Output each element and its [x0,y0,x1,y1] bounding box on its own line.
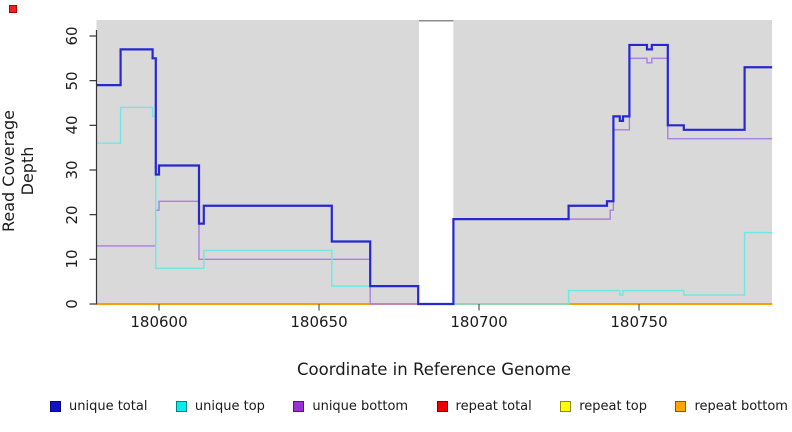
legend-item-unique-bottom: unique bottom [293,399,408,414]
y-tick-label: 10 [63,249,81,269]
legend-swatch-icon [560,401,572,412]
coverage-gap-band [419,20,454,304]
red-square-marker [9,5,17,13]
legend-label: repeat bottom [694,399,788,414]
y-tick-label: 50 [63,71,81,91]
legend-item-unique-top: unique top [175,399,265,414]
legend-swatch-icon [675,401,687,412]
legend-label: unique bottom [312,399,409,414]
legend: unique total unique top unique bottom repea… [50,399,788,414]
legend-swatch-icon [50,401,61,412]
x-tick-label: 180600 [130,313,188,331]
y-tick-label: 30 [63,160,81,180]
legend-swatch-icon [293,401,305,412]
y-axis-label: Read Coverage Depth [0,110,37,232]
x-tick-label: 180700 [450,313,508,331]
x-axis-label: Coordinate in Reference Genome [296,360,572,379]
x-tick-label: 180650 [290,313,348,331]
legend-label: repeat total [455,399,532,414]
legend-label: unique top [194,399,265,414]
x-tick-label: 180750 [610,313,668,331]
y-tick-label: 0 [63,299,81,309]
legend-swatch-icon [436,401,448,412]
legend-item-repeat-bottom: repeat bottom [675,399,788,414]
legend-item-repeat-top: repeat top [560,399,647,414]
y-tick-label: 60 [63,26,81,46]
y-tick-label: 40 [63,115,81,135]
y-tick-label: 20 [63,205,81,225]
legend-swatch-icon [175,401,187,412]
series-line-unique-bottom [96,57,773,305]
legend-label: repeat top [579,399,647,414]
legend-label: unique total [69,399,148,414]
legend-item-unique-total: unique total [50,399,147,414]
series-line-unique-total [96,43,773,306]
legend-item-repeat-total: repeat total [436,399,532,414]
